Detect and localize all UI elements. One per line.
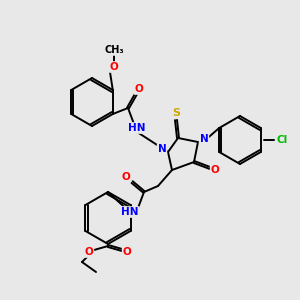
Text: HN: HN — [128, 123, 146, 133]
Text: S: S — [172, 108, 180, 118]
Text: N: N — [200, 134, 208, 144]
Text: Cl: Cl — [276, 135, 288, 145]
Text: O: O — [122, 172, 130, 182]
Text: N: N — [158, 144, 166, 154]
Text: CH₃: CH₃ — [104, 45, 124, 55]
Text: O: O — [123, 247, 131, 257]
Text: O: O — [211, 165, 219, 175]
Text: O: O — [85, 247, 93, 257]
Text: O: O — [110, 62, 118, 72]
Text: O: O — [135, 84, 143, 94]
Text: HN: HN — [121, 207, 139, 217]
